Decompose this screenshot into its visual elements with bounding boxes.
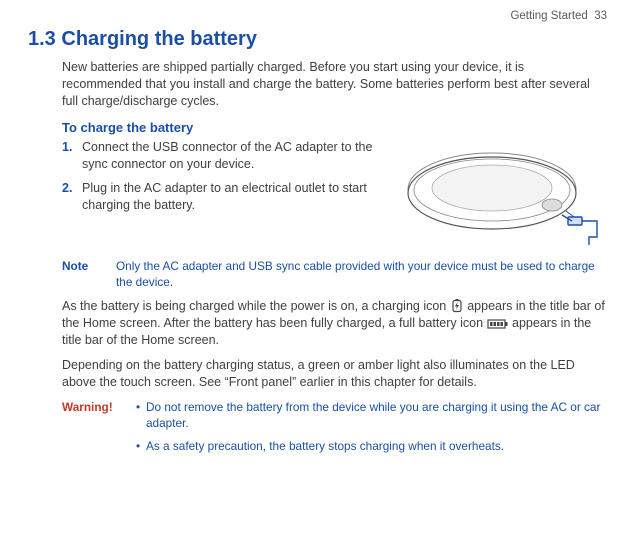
section-text: Charging the battery (61, 28, 257, 50)
section-number: 1.3 (28, 28, 56, 51)
running-head-page: 33 (594, 10, 607, 22)
body-paragraph-2: Depending on the battery charging status… (62, 357, 607, 391)
intro-paragraph: New batteries are shipped partially char… (62, 59, 607, 110)
note-label: Note (62, 259, 116, 291)
step-number: 2. (62, 180, 82, 214)
note-block: Note Only the AC adapter and USB sync ca… (62, 259, 607, 291)
device-illustration (392, 133, 607, 253)
list-item: • As a safety precaution, the battery st… (136, 438, 607, 455)
warning-block: Warning! • Do not remove the battery fro… (62, 399, 607, 461)
steps-row: 1. Connect the USB connector of the AC a… (62, 139, 607, 253)
note-text: Only the AC adapter and USB sync cable p… (116, 259, 607, 291)
warning-item-text: Do not remove the battery from the devic… (146, 399, 607, 432)
step-text: Connect the USB connector of the AC adap… (82, 139, 382, 173)
step-number: 1. (62, 139, 82, 173)
steps-list: 1. Connect the USB connector of the AC a… (62, 139, 392, 223)
list-item: 2. Plug in the AC adapter to an electric… (62, 180, 382, 214)
full-battery-icon (487, 318, 509, 330)
warning-item-text: As a safety precaution, the battery stop… (146, 438, 504, 455)
body-paragraph-1: As the battery is being charged while th… (62, 298, 607, 349)
list-item: 1. Connect the USB connector of the AC a… (62, 139, 382, 173)
manual-page: Getting Started 33 1.3 Charging the batt… (0, 0, 635, 460)
running-head: Getting Started 33 (28, 10, 607, 22)
section-title: 1.3 Charging the battery (28, 28, 607, 51)
list-item: • Do not remove the battery from the dev… (136, 399, 607, 432)
running-head-section: Getting Started (510, 10, 587, 22)
step-text: Plug in the AC adapter to an electrical … (82, 180, 382, 214)
charging-icon (450, 299, 464, 313)
warning-label: Warning! (62, 399, 136, 461)
warning-items: • Do not remove the battery from the dev… (136, 399, 607, 461)
bullet-icon: • (136, 399, 146, 432)
bullet-icon: • (136, 438, 146, 455)
para1a: As the battery is being charged while th… (62, 299, 450, 313)
